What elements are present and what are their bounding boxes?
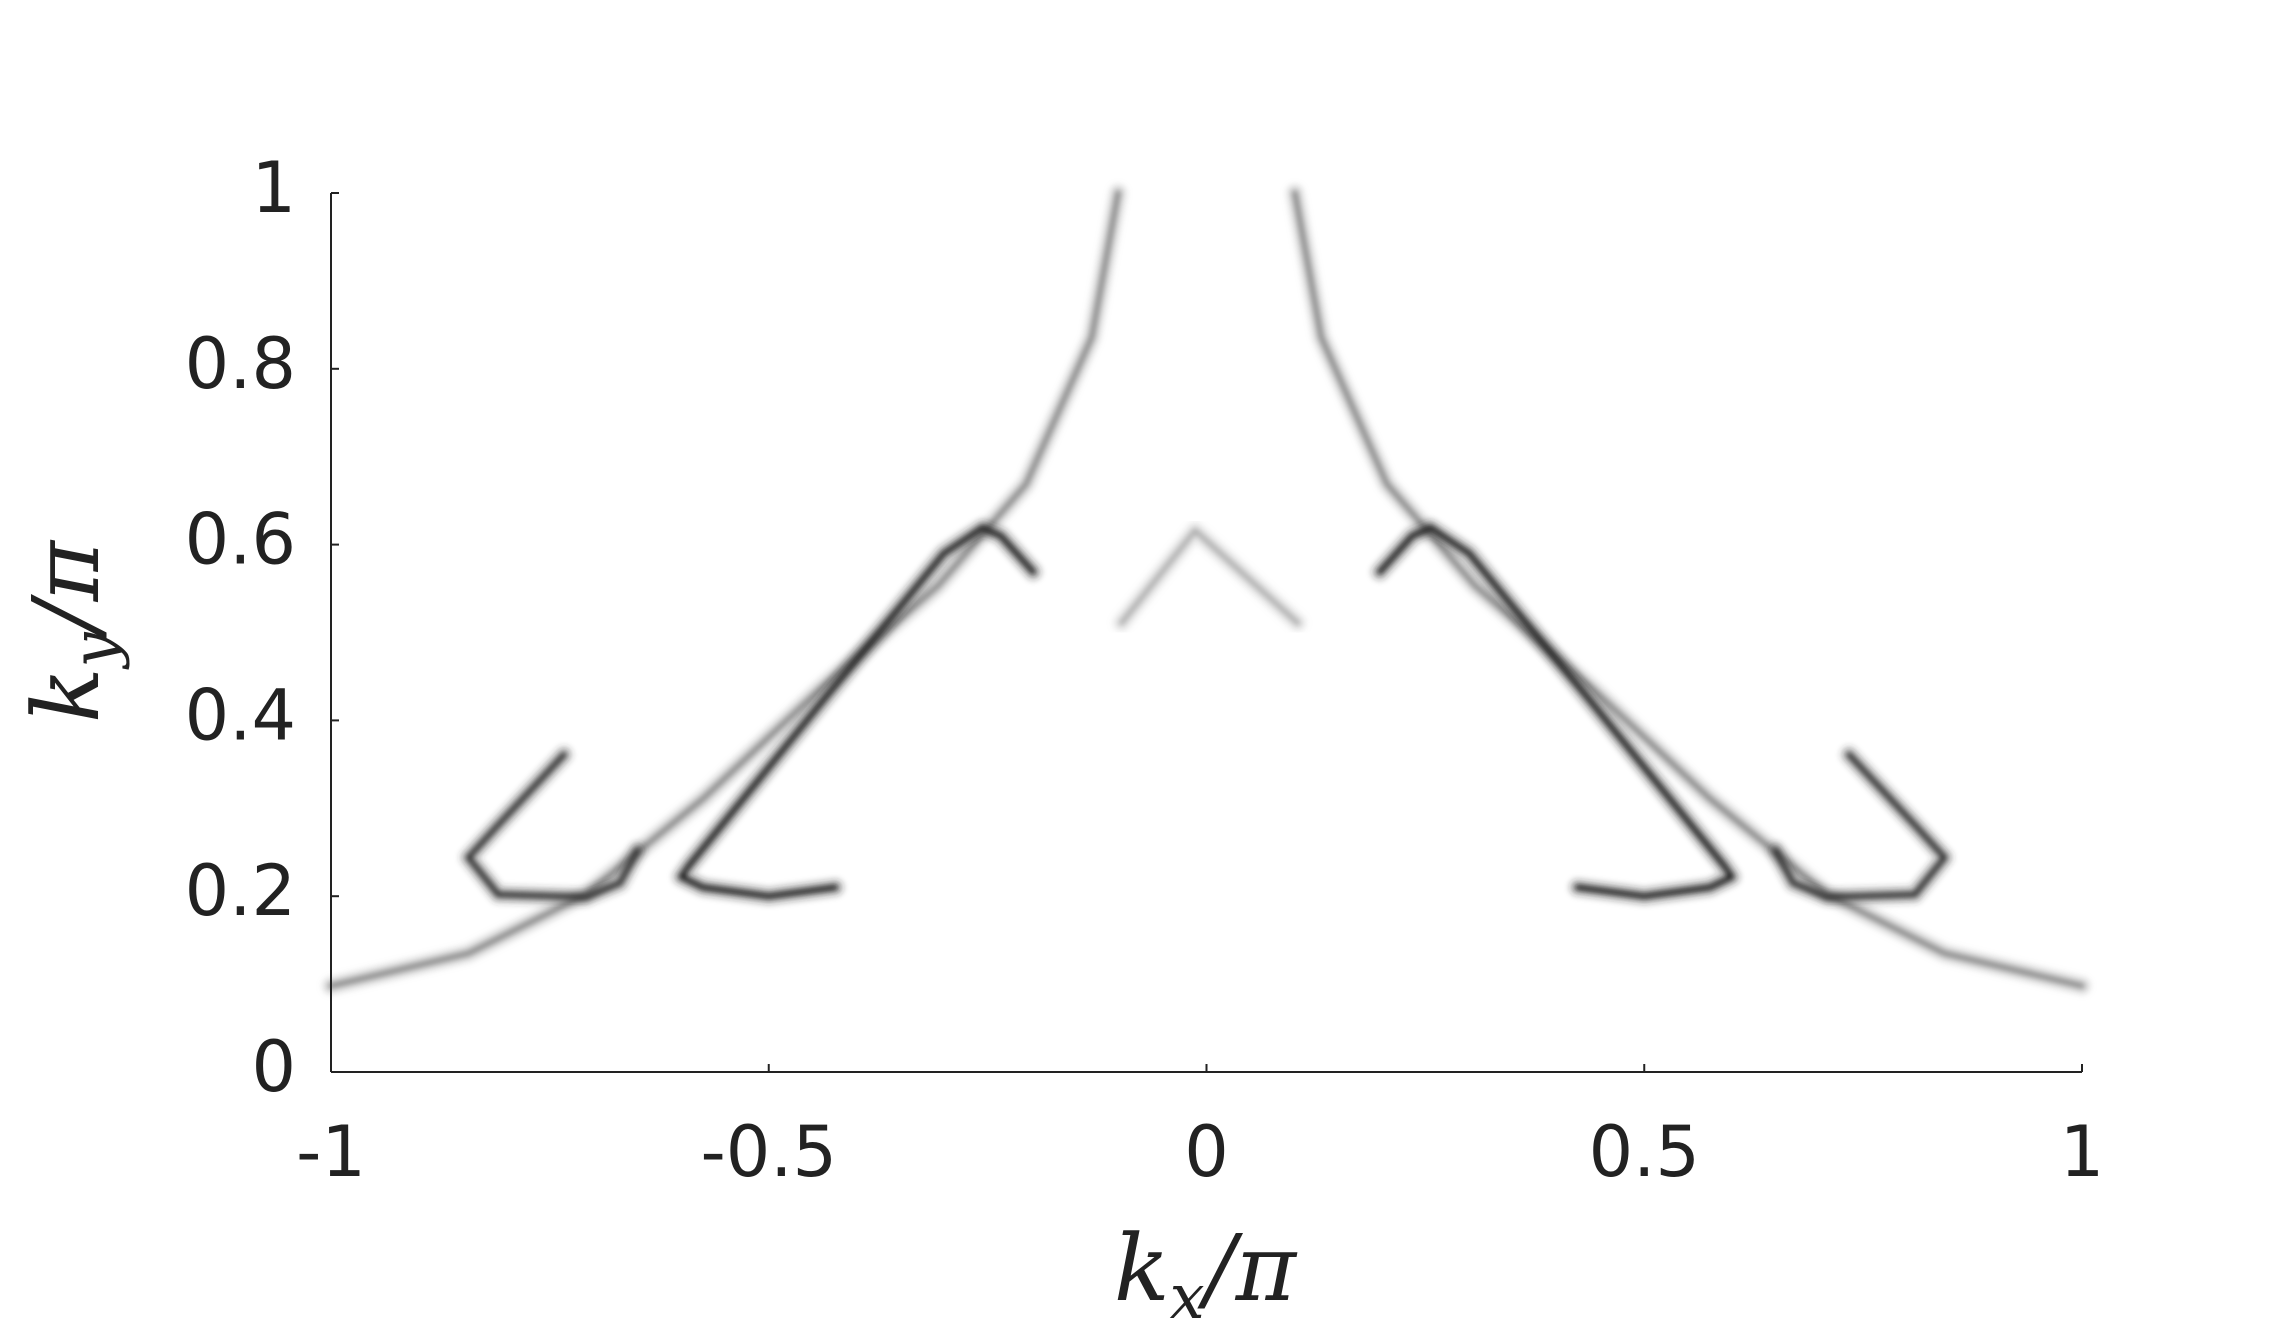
band-halo	[1285, 184, 2091, 995]
y-tick-label: 0.8	[185, 323, 296, 405]
band-halo	[322, 184, 1128, 995]
band-halo	[1370, 518, 1741, 906]
x-tick-label: 1	[2060, 1111, 2105, 1193]
band-line	[328, 190, 1122, 989]
x-tick-label: 0.5	[1589, 1111, 1700, 1193]
y-tick-label: 0.4	[185, 674, 296, 756]
band-line	[465, 751, 641, 901]
y-tick-label: 0.2	[185, 850, 296, 932]
y-label-rest: /π	[13, 539, 120, 640]
x-tick-label: -1	[296, 1111, 366, 1193]
y-tick-label: 1	[251, 147, 296, 229]
x-tick-label: -0.5	[700, 1111, 837, 1193]
band-line	[1291, 190, 2085, 989]
y-axis-label: ky/π	[13, 539, 131, 723]
band-line	[678, 524, 1037, 900]
y-tick-label: 0.6	[185, 499, 296, 581]
band-line	[1376, 524, 1735, 900]
x-tick-label: 0	[1184, 1111, 1229, 1193]
x-label-base: k	[1114, 1215, 1170, 1322]
y-tick-label: 0	[251, 1026, 296, 1108]
band-line	[1118, 527, 1301, 626]
y-label-sub: y	[58, 631, 131, 670]
x-label-rest: /π	[1197, 1215, 1298, 1322]
band-line	[1772, 751, 1948, 901]
x-axis-label: kx/π	[1114, 1215, 1298, 1330]
y-label-base: k	[13, 667, 120, 723]
band-halo	[672, 518, 1043, 906]
x-label-sub: x	[1170, 1260, 1205, 1330]
